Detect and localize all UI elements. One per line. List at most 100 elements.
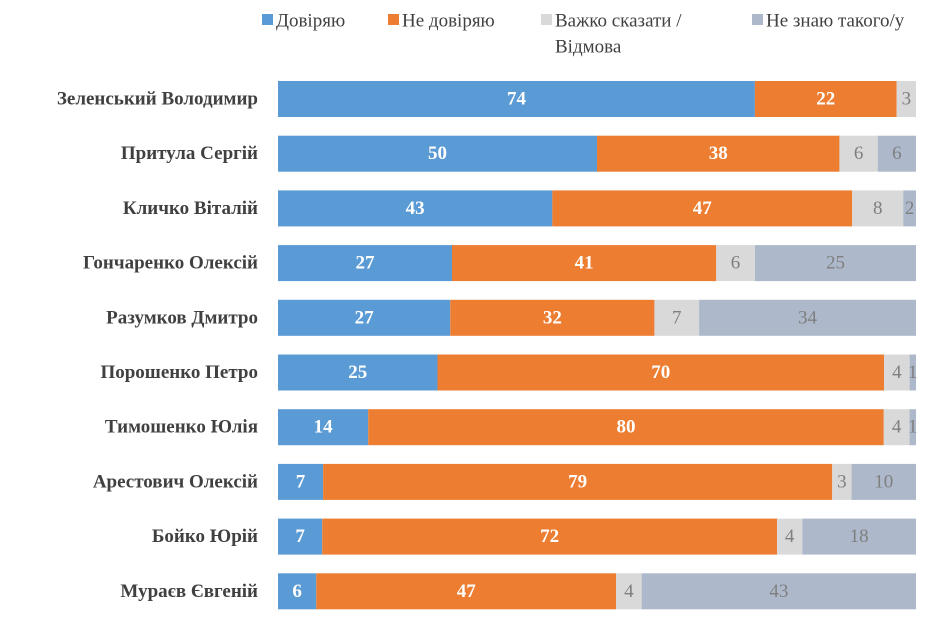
- bar-segment: [616, 573, 642, 610]
- category-label: Разумков Дмитро: [106, 307, 258, 328]
- legend-swatch: [752, 14, 763, 25]
- data-label: 4: [624, 581, 634, 602]
- data-label: 22: [816, 89, 835, 110]
- bar-segment: [909, 409, 916, 446]
- bar-segment: [699, 299, 916, 336]
- data-label: 27: [355, 307, 375, 328]
- data-label: 27: [356, 253, 376, 274]
- bar-segment: [654, 299, 700, 336]
- data-label: 34: [798, 307, 818, 328]
- legend-label: Відмова: [555, 37, 622, 58]
- data-label: 7: [672, 307, 682, 328]
- bar-segment: [903, 190, 916, 227]
- data-label: 50: [428, 143, 447, 164]
- bar-segment: [754, 245, 916, 282]
- bar-segment: [278, 81, 755, 117]
- data-label: 6: [892, 143, 902, 164]
- data-label: 18: [850, 526, 869, 547]
- data-label: 3: [902, 89, 912, 110]
- category-label: Бойко Юрій: [152, 526, 258, 547]
- data-label: 6: [292, 581, 302, 602]
- bar-segment: [278, 354, 438, 391]
- bar-segment: [802, 518, 916, 555]
- legend: Довіряю Не довіряю Важко сказати / Відмова Н…: [262, 11, 905, 58]
- data-label: 43: [406, 198, 425, 219]
- bar-segment: [278, 409, 369, 446]
- bar-segment: [777, 518, 803, 555]
- data-label: 47: [693, 198, 713, 219]
- data-label: 47: [457, 581, 477, 602]
- data-label: 74: [507, 89, 527, 110]
- bar-segment: [368, 409, 884, 446]
- bar-segment: [322, 518, 778, 555]
- data-label: 32: [543, 307, 562, 328]
- data-label: 43: [769, 581, 788, 602]
- bar-segment: [278, 190, 553, 227]
- bar-segment: [641, 573, 916, 610]
- bar-segment: [278, 299, 451, 336]
- data-label: 80: [617, 417, 636, 438]
- bars: [278, 81, 916, 610]
- data-label: 2: [905, 198, 915, 219]
- data-label: 4: [785, 526, 795, 547]
- data-label: 1: [908, 362, 918, 383]
- legend-label: Не знаю такого/у: [766, 11, 905, 32]
- bar-segment: [278, 463, 324, 500]
- data-label: 25: [826, 253, 845, 274]
- data-label: 8: [873, 198, 883, 219]
- category-label: Кличко Віталій: [123, 198, 258, 219]
- data-label: 1: [908, 417, 918, 438]
- bar-segment: [883, 409, 910, 446]
- bar-segment: [832, 463, 852, 500]
- category-label: Притула Сергій: [121, 143, 258, 164]
- category-label: Арестович Олексій: [93, 471, 258, 492]
- data-label: 38: [709, 143, 728, 164]
- legend-swatch: [262, 14, 273, 25]
- data-label: 14: [314, 417, 334, 438]
- category-label: Тимошенко Юлія: [105, 417, 258, 438]
- bar-segment: [852, 190, 904, 227]
- bar-segment: [278, 573, 317, 610]
- bar-segment: [754, 81, 897, 117]
- bar-segment: [716, 245, 755, 282]
- bar-segment: [450, 299, 655, 336]
- bar-segment: [884, 354, 910, 391]
- data-label: 70: [651, 362, 670, 383]
- category-labels: Зеленський Володимир Притула Сергій Кличко…: [57, 89, 258, 602]
- data-label: 6: [731, 253, 741, 274]
- category-label: Порошенко Петро: [100, 362, 258, 383]
- bar-segment: [452, 245, 717, 282]
- category-label: Гончаренко Олексій: [83, 253, 258, 274]
- bar-segment: [278, 518, 323, 555]
- legend-swatch: [388, 14, 399, 25]
- legend-swatch: [541, 14, 552, 25]
- data-label: 41: [575, 253, 594, 274]
- data-label: 72: [540, 526, 559, 547]
- bar-segment: [851, 463, 916, 500]
- bar-segment: [839, 135, 878, 172]
- bar-segment: [552, 190, 853, 227]
- bar-segment: [278, 245, 452, 282]
- category-label: Мураєв Євгеній: [120, 581, 258, 602]
- data-label: 4: [892, 417, 902, 438]
- category-label: Зеленський Володимир: [57, 89, 258, 110]
- data-label: 4: [892, 362, 902, 383]
- bar-segment: [896, 81, 916, 117]
- bar-segment: [909, 354, 916, 391]
- legend-label: Важко сказати /: [555, 11, 682, 32]
- bar-segment: [316, 573, 617, 610]
- bar-segment: [437, 354, 885, 391]
- legend-label: Не довіряю: [402, 11, 495, 32]
- bar-segment: [323, 463, 833, 500]
- bar-segment: [597, 135, 840, 172]
- data-label: 7: [296, 471, 306, 492]
- bar-segment: [278, 135, 597, 172]
- data-label: 10: [874, 471, 893, 492]
- data-label: 6: [854, 143, 864, 164]
- data-label: 7: [295, 526, 305, 547]
- data-label: 3: [837, 471, 847, 492]
- data-label: 25: [348, 362, 367, 383]
- bar-segment: [877, 135, 916, 172]
